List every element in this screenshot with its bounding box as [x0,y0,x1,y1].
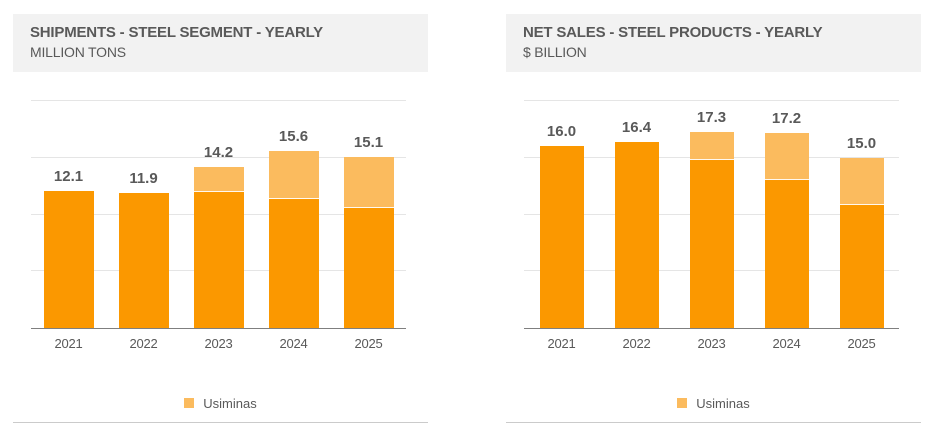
x-tick-label-2022: 2022 [622,336,651,351]
bar-slot-2021: 16.0 [524,96,599,328]
bar-slot-2021: 12.1 [31,96,106,328]
primary-segment-2022 [118,192,169,328]
primary-segment-2023 [193,191,244,328]
value-label-2021: 16.0 [546,123,577,141]
x-axis-labels: 2021 2022 2023 2024 2025 [524,328,899,351]
stacked-bar-2022 [614,141,659,328]
gridline-20 [524,100,899,101]
x-tick-label-2025: 2025 [847,336,876,351]
stacked-bar-2024 [764,132,809,328]
usiminas-legend-label: Usiminas [696,395,750,411]
chart-subtitle: $ BILLION [523,44,587,60]
shipments-title-box: SHIPMENTS - STEEL SEGMENT - YEARLY MILLI… [13,14,428,72]
x-tick-label-2022: 2022 [129,336,158,351]
value-label-2022: 16.4 [621,118,652,136]
legend: Usiminas [13,395,428,411]
stacked-bar-2024 [268,150,319,328]
stacked-bar-2023 [689,131,734,328]
net-sales-chart-panel: NET SALES - STEEL PRODUCTS - YEARLY $ BI… [506,14,921,423]
usiminas-segment-2024 [268,150,319,199]
value-label-2024: 15.6 [278,127,309,145]
value-label-2023: 17.3 [696,108,727,126]
shipments-bar-chart: 12.1 11.9 14.2 15.6 15.1 2021 2022 2023 2024 2025 [31,96,406,351]
primary-segment-2024 [764,180,809,328]
usiminas-segment-2023 [689,131,734,161]
bar-slot-2023: 14.2 [181,96,256,328]
bars-row: 16.0 16.4 17.3 17.2 15.0 [524,96,899,328]
stacked-bar-2022 [118,192,169,328]
bar-slot-2023: 17.3 [674,96,749,328]
primary-segment-2022 [614,141,659,328]
x-axis-line [31,328,406,329]
chart-title: NET SALES - STEEL PRODUCTS - YEARLY [523,24,823,41]
chart-subtitle: MILLION TONS [30,44,126,60]
bars-row: 12.1 11.9 14.2 15.6 15.1 [31,96,406,328]
primary-segment-2021 [539,146,584,328]
stacked-bar-2025 [343,156,394,328]
chart-title: SHIPMENTS - STEEL SEGMENT - YEARLY [30,24,323,41]
usiminas-segment-2025 [839,157,884,206]
usiminas-legend-swatch-icon [184,398,195,408]
primary-segment-2024 [268,198,319,328]
value-label-2023: 14.2 [203,143,234,161]
stacked-bar-2021 [43,190,94,328]
value-label-2022: 11.9 [129,169,158,187]
bar-slot-2022: 16.4 [599,96,674,328]
gridline-15 [31,156,406,158]
x-tick-label-2023: 2023 [697,336,726,351]
stacked-bar-2025 [839,157,884,328]
primary-segment-2021 [43,190,94,328]
value-label-2025: 15.1 [353,133,384,151]
primary-segment-2025 [839,205,884,328]
bar-slot-2024: 15.6 [256,96,331,328]
x-tick-label-2021: 2021 [547,336,576,351]
x-tick-label-2023: 2023 [204,336,233,351]
usiminas-segment-2025 [343,156,394,208]
net-sales-bar-chart: 16.0 16.4 17.3 17.2 15.0 2021 2022 2023 2024 2025 [524,96,899,351]
bar-slot-2025: 15.0 [824,96,899,328]
usiminas-segment-2023 [193,166,244,192]
usiminas-legend-label: Usiminas [203,395,257,411]
stacked-bar-2023 [193,166,244,328]
usiminas-legend-swatch-icon [677,398,688,408]
stacked-bar-2021 [539,146,584,328]
value-label-2025: 15.0 [846,134,877,152]
value-label-2021: 12.1 [53,167,84,185]
legend: Usiminas [506,395,921,411]
gridline-20 [31,100,406,101]
bar-slot-2025: 15.1 [331,96,406,328]
value-label-2024: 17.2 [771,109,802,127]
x-tick-label-2025: 2025 [354,336,383,351]
bottom-divider [506,422,921,423]
net-sales-title-box: NET SALES - STEEL PRODUCTS - YEARLY $ BI… [506,14,921,72]
x-tick-label-2024: 2024 [772,336,801,351]
x-tick-label-2024: 2024 [279,336,308,351]
primary-segment-2025 [343,207,394,328]
bottom-divider [13,422,428,423]
x-axis-line [524,328,899,329]
x-tick-label-2021: 2021 [54,336,83,351]
bar-slot-2024: 17.2 [749,96,824,328]
usiminas-segment-2024 [764,132,809,181]
shipments-chart-panel: SHIPMENTS - STEEL SEGMENT - YEARLY MILLI… [13,14,428,423]
primary-segment-2023 [689,160,734,328]
bar-slot-2022: 11.9 [106,96,181,328]
x-axis-labels: 2021 2022 2023 2024 2025 [31,328,406,351]
